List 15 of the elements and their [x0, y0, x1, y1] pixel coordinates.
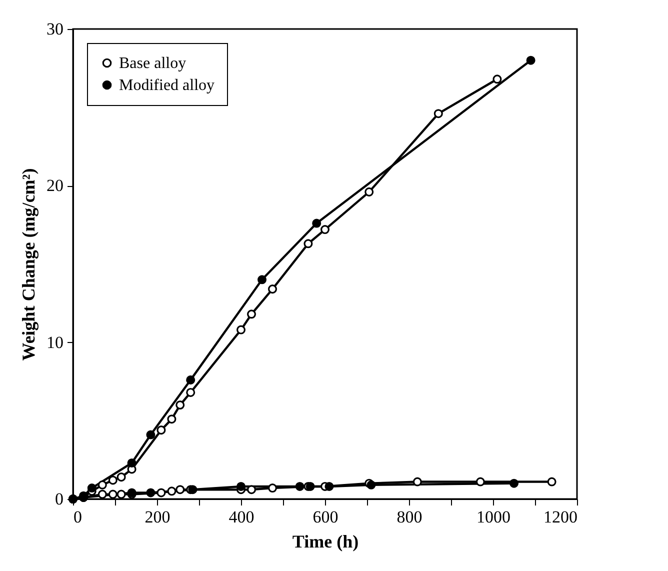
y-tick-label: 0 — [55, 490, 64, 508]
x-tick-label: 1000 — [476, 508, 510, 526]
y-tick-label: 10 — [46, 332, 64, 352]
x-tick-label: 1200 — [544, 508, 578, 526]
x-tick-label: 600 — [312, 508, 338, 526]
x-tick-label: 200 — [144, 508, 170, 526]
x-tick-label: 0 — [74, 508, 82, 526]
x-tick-label: 800 — [396, 508, 422, 526]
x-tick-label: 400 — [228, 508, 254, 526]
x-axis-title: Time (h) — [292, 532, 359, 552]
y-tick-label: 30 — [46, 20, 64, 38]
legend-label: Base alloy — [119, 55, 186, 72]
legend-label: Modified alloy — [119, 77, 215, 94]
y-axis-title: Weight Change (mg/cm²) — [18, 168, 38, 361]
y-tick-label: 20 — [46, 176, 64, 196]
